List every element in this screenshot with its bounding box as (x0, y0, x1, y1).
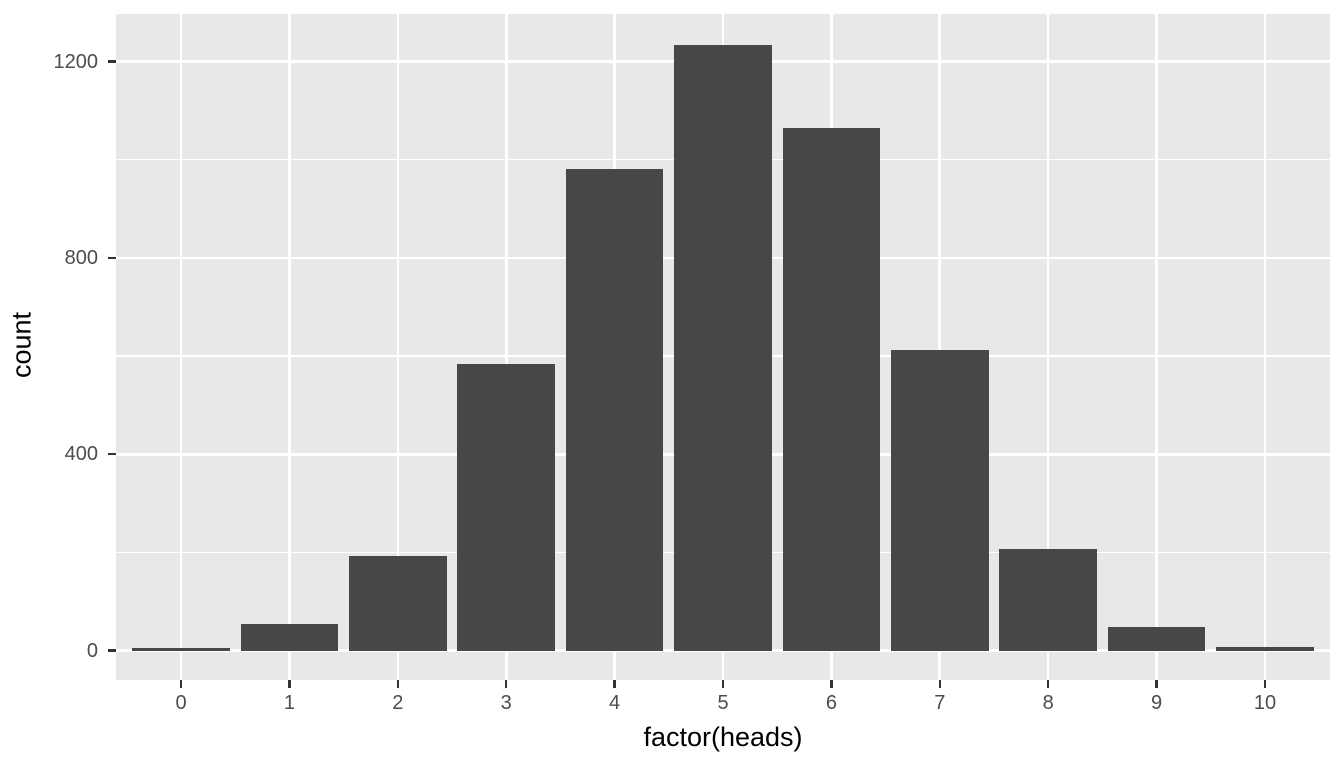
y-tick-mark (108, 256, 116, 260)
category-gridline (938, 14, 942, 680)
bar-2 (349, 555, 447, 651)
x-tick-label: 7 (934, 692, 946, 714)
bar-5 (674, 44, 772, 651)
x-tick-mark (1046, 680, 1050, 688)
x-tick-mark (396, 680, 400, 688)
category-gridline (1263, 14, 1267, 680)
y-tick-mark (108, 649, 116, 652)
x-tick-mark (1155, 680, 1158, 688)
y-axis-title: count (6, 311, 37, 379)
bar-6 (782, 127, 881, 651)
x-tick-mark (721, 680, 725, 688)
x-tick-label: 6 (825, 692, 837, 714)
category-gridline (179, 14, 183, 680)
category-gridline (504, 14, 508, 680)
x-tick-mark (938, 680, 942, 688)
x-tick-label: 1 (283, 692, 295, 714)
x-tick-label: 8 (1042, 692, 1054, 714)
bar-0 (132, 647, 230, 651)
x-tick-label: 4 (609, 692, 621, 714)
bar-4 (565, 169, 664, 651)
bar-10 (1216, 646, 1314, 651)
x-tick-mark (830, 680, 833, 688)
bar-9 (1107, 626, 1206, 651)
category-gridline (1155, 14, 1158, 680)
x-tick-mark (613, 680, 616, 688)
x-axis-title: factor(heads) (643, 722, 803, 752)
x-tick-label: 3 (500, 692, 512, 714)
x-tick-label: 10 (1253, 692, 1277, 714)
y-tick-label: 800 (64, 246, 98, 269)
x-tick-label: 0 (175, 692, 187, 714)
plot-panel (116, 14, 1330, 680)
category-gridline (396, 14, 400, 680)
x-tick-mark (179, 680, 183, 688)
category-gridline (288, 14, 291, 680)
bar-3 (457, 363, 555, 651)
x-tick-label: 5 (717, 692, 729, 714)
x-tick-label: 2 (392, 692, 404, 714)
x-tick-mark (504, 680, 508, 688)
category-gridline (1046, 14, 1050, 680)
bar-7 (891, 349, 989, 651)
y-tick-label: 1200 (53, 50, 99, 73)
y-tick-mark (108, 452, 116, 456)
x-tick-mark (1263, 680, 1267, 688)
y-tick-mark (108, 60, 116, 63)
y-tick-label: 400 (64, 443, 98, 466)
bar-1 (240, 624, 339, 651)
x-tick-label: 9 (1151, 692, 1163, 714)
bar-8 (999, 548, 1097, 651)
x-tick-mark (288, 680, 291, 688)
y-tick-label: 0 (86, 639, 98, 662)
